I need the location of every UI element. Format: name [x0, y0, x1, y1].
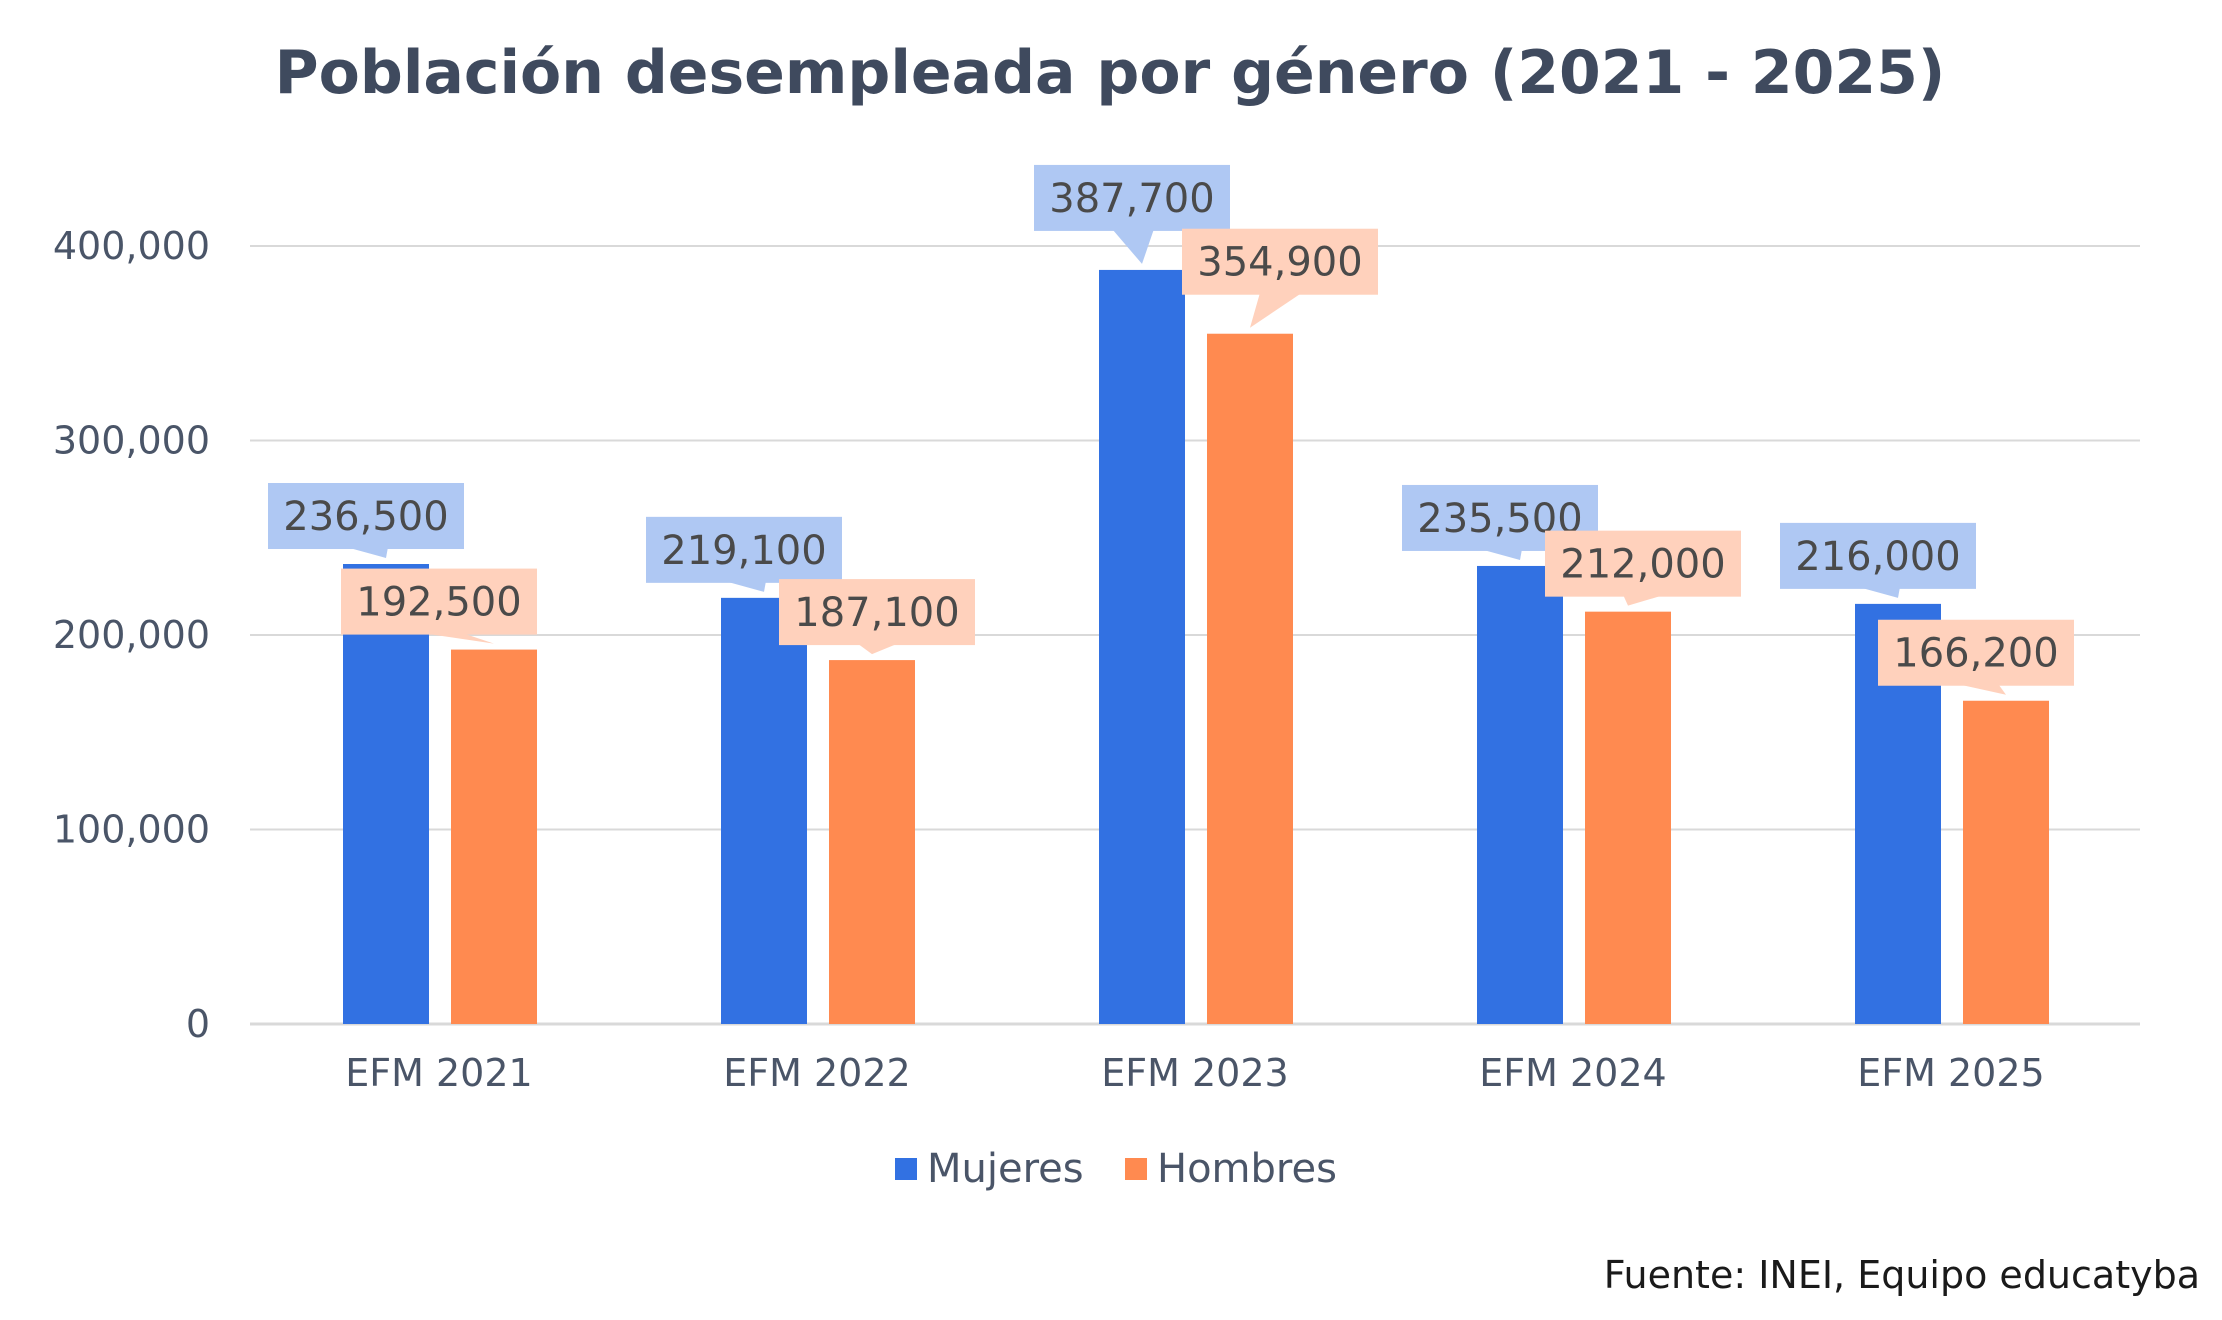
data-label-value: 219,100: [661, 528, 826, 574]
legend: Mujeres Hombres: [895, 1146, 1337, 1192]
data-label-value: 236,500: [283, 494, 448, 540]
bar-hombres-5: [1963, 700, 2049, 1024]
bar-hombres-2: [829, 660, 915, 1024]
y-tick-label: 400,000: [53, 224, 210, 268]
x-tick-label: EFM 2021: [345, 1051, 532, 1095]
legend-item-hombres: Hombres: [1125, 1146, 1337, 1192]
data-label-hombres-2: 187,100: [779, 579, 975, 655]
data-label-pointer: [1112, 228, 1154, 264]
data-label-mujeres-1: 236,500: [268, 483, 464, 559]
data-label-box: [1182, 228, 1378, 295]
data-label-box: [341, 568, 537, 635]
x-tick-label: EFM 2024: [1479, 1051, 1666, 1095]
data-label-box: [779, 579, 975, 646]
data-label-value: 166,200: [1893, 631, 2058, 677]
data-label-value: 187,100: [794, 590, 959, 636]
data-label-pointer: [419, 632, 494, 644]
legend-swatch: [1125, 1158, 1147, 1180]
chart-title: Población desempleada por género (2021 -…: [275, 38, 1946, 108]
data-label-hombres-1: 192,500: [341, 568, 537, 644]
data-label-box: [1034, 164, 1230, 231]
data-label-value: 192,500: [356, 580, 521, 626]
data-labels: 236,500219,100387,700235,500216,000192,5…: [268, 164, 2074, 695]
data-label-box: [1780, 522, 1976, 589]
y-tick-label: 100,000: [53, 808, 210, 852]
data-label-value: 354,900: [1197, 240, 1362, 286]
data-label-box: [1878, 619, 2074, 686]
y-tick-label: 200,000: [53, 613, 210, 657]
y-tick-label: 0: [186, 1002, 210, 1046]
bar-mujeres-4: [1477, 565, 1563, 1024]
data-label-mujeres-3: 387,700: [1034, 164, 1230, 264]
data-label-mujeres-2: 219,100: [646, 516, 842, 592]
x-axis-ticks: EFM 2021 EFM 2022 EFM 2023 EFM 2024 EFM 2025: [345, 1051, 2044, 1095]
data-label-value: 212,000: [1560, 542, 1725, 588]
bars: [343, 269, 2049, 1025]
x-tick-label: EFM 2023: [1101, 1051, 1288, 1095]
data-label-pointer: [1956, 683, 2006, 695]
legend-swatch: [895, 1158, 917, 1180]
legend-label: Hombres: [1157, 1146, 1337, 1192]
source-note: Fuente: INEI, Equipo educatyba: [1604, 1253, 2200, 1297]
legend-item-mujeres: Mujeres: [895, 1146, 1084, 1192]
data-label-value: 216,000: [1795, 534, 1960, 580]
bar-hombres-3: [1207, 333, 1293, 1025]
data-label-pointer: [724, 580, 766, 592]
data-label-mujeres-5: 216,000: [1780, 522, 1976, 598]
data-label-pointer: [346, 547, 388, 559]
data-label-pointer: [1480, 548, 1522, 560]
y-tick-label: 300,000: [53, 419, 210, 463]
data-label-hombres-3: 354,900: [1182, 228, 1378, 328]
legend-label: Mujeres: [927, 1146, 1084, 1192]
data-label-pointer: [1250, 292, 1302, 328]
data-label-box: [646, 516, 842, 583]
bar-mujeres-3: [1099, 269, 1185, 1025]
data-label-pointer: [1858, 586, 1900, 598]
data-label-hombres-5: 166,200: [1878, 619, 2074, 695]
bar-mujeres-2: [721, 597, 807, 1024]
data-label-box: [268, 483, 464, 550]
x-tick-label: EFM 2025: [1857, 1051, 2044, 1095]
y-axis-ticks: 0 100,000 200,000 300,000 400,000: [53, 224, 210, 1046]
data-label-pointer: [1623, 594, 1665, 606]
data-label-hombres-4: 212,000: [1545, 530, 1741, 606]
bar-mujeres-1: [343, 564, 429, 1024]
data-label-pointer: [857, 643, 899, 655]
bar-hombres-4: [1585, 611, 1671, 1024]
x-tick-label: EFM 2022: [723, 1051, 910, 1095]
data-label-value: 387,700: [1049, 176, 1214, 222]
data-label-box: [1545, 530, 1741, 597]
bar-hombres-1: [451, 649, 537, 1024]
